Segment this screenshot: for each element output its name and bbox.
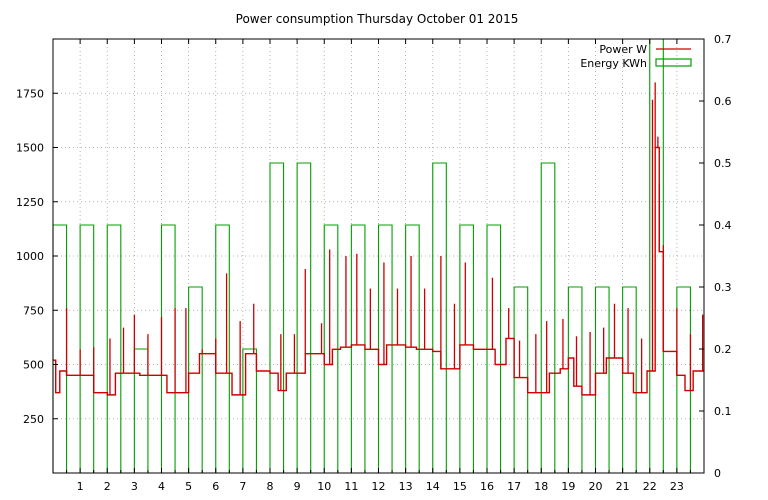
x-tick-label: 6 (212, 480, 219, 493)
energy-bar (350, 224, 366, 473)
x-tick-label: 1 (77, 480, 84, 493)
power-line (53, 146, 704, 396)
x-tick-label: 15 (453, 480, 467, 493)
y-tick-label: 1250 (16, 196, 44, 209)
energy-bar (188, 286, 203, 473)
y-tick-label: 500 (23, 359, 44, 372)
x-tick-label: 10 (317, 480, 331, 493)
y-tick-label: 1750 (16, 87, 44, 100)
x-tick-label: 7 (239, 480, 246, 493)
x-tick-label: 12 (372, 480, 386, 493)
x-tick-label: 13 (399, 480, 413, 493)
y2-tick-label: 0.4 (714, 219, 732, 232)
y2-tick-label: 0.1 (714, 405, 732, 418)
power-w-series (53, 82, 704, 396)
energy-bar (269, 162, 285, 473)
x-tick-label: 21 (616, 480, 630, 493)
x-tick-label: 11 (344, 480, 358, 493)
energy-bar (215, 224, 230, 473)
energy-bar (594, 286, 610, 473)
y-tick-label: 250 (23, 413, 44, 426)
energy-bar (567, 286, 583, 473)
y2-tick-label: 0.2 (714, 343, 732, 356)
x-tick-label: 9 (294, 480, 301, 493)
y2-tick-label: 0.6 (714, 95, 732, 108)
x-tick-label: 20 (589, 480, 603, 493)
y-tick-label: 750 (23, 304, 44, 317)
chart-title: Power consumption Thursday October 01 20… (236, 12, 519, 26)
legend: Power W Energy KWh (580, 43, 692, 70)
energy-bar (459, 224, 474, 473)
energy-bar (52, 224, 68, 473)
x-tick-label: 8 (267, 480, 274, 493)
energy-bar (377, 224, 393, 473)
x-tick-label: 19 (561, 480, 575, 493)
x-tick-label: 3 (131, 480, 138, 493)
y2-tick-label: 0 (714, 467, 721, 480)
energy-bar (432, 162, 447, 473)
legend-label-energy: Energy KWh (580, 57, 647, 70)
x-tick-label: 23 (670, 480, 684, 493)
energy-bar (79, 224, 95, 473)
x-tick-label: 2 (104, 480, 111, 493)
y-tick-label: 1000 (16, 250, 44, 263)
y2-tick-label: 0.3 (714, 281, 732, 294)
energy-bar (133, 348, 149, 473)
energy-kwh-series (52, 38, 691, 473)
energy-bar (540, 162, 556, 473)
x-tick-label: 18 (534, 480, 548, 493)
x-tick-label: 5 (185, 480, 192, 493)
x-tick-label: 16 (480, 480, 494, 493)
energy-bar (242, 348, 257, 473)
y2-tick-label: 0.5 (714, 157, 732, 170)
legend-sample-energy (655, 58, 692, 67)
axes: 1 2 3 4 5 6 7 8 9 10 11 12 13 14 15 16 17 18 19 20 21 22 23250… (16, 33, 732, 493)
energy-bar (676, 286, 691, 473)
y-tick-label: 1500 (16, 142, 44, 155)
energy-bar (160, 224, 176, 473)
legend-label-power: Power W (599, 43, 647, 56)
energy-bar (106, 224, 122, 473)
y2-tick-label: 0.7 (714, 33, 732, 46)
x-tick-label: 4 (158, 480, 165, 493)
x-tick-label: 17 (507, 480, 521, 493)
x-tick-label: 22 (643, 480, 657, 493)
energy-bar (296, 162, 312, 473)
energy-bar (622, 286, 637, 473)
energy-bar (513, 286, 529, 473)
x-tick-label: 14 (426, 480, 440, 493)
